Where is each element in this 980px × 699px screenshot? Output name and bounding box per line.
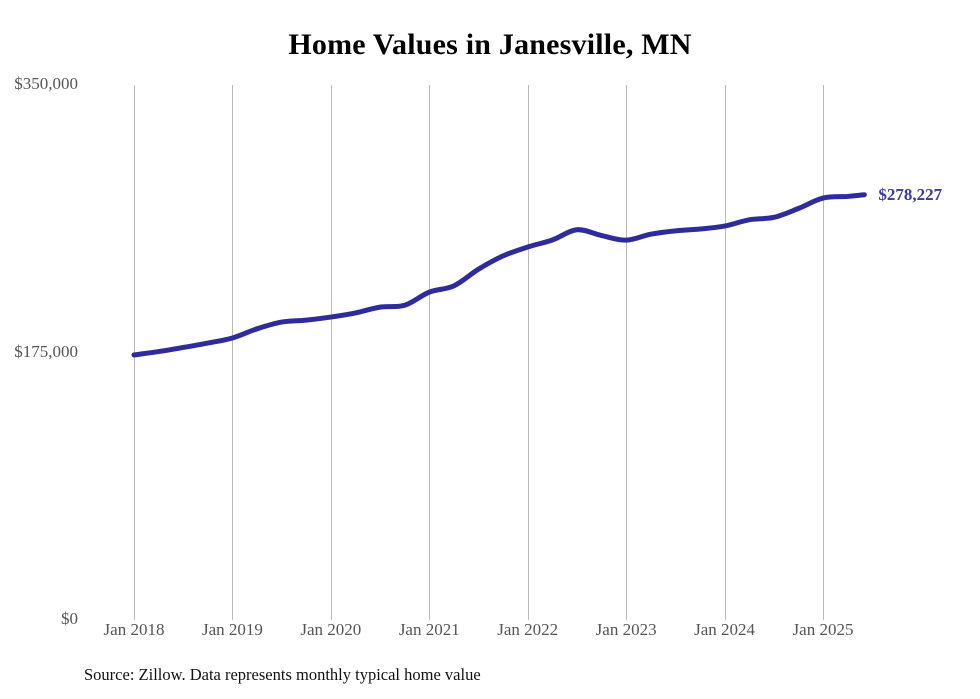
x-tick-label: Jan 2021 (398, 620, 460, 639)
end-value-label: $278,227 (878, 184, 943, 204)
gridlines (134, 85, 824, 620)
x-tick-label: Jan 2025 (792, 620, 854, 639)
source-note: Source: Zillow. Data represents monthly … (84, 665, 481, 684)
x-tick-label: Jan 2019 (201, 620, 263, 639)
x-tick-label: Jan 2018 (103, 620, 165, 639)
y-tick-label: $0 (61, 609, 78, 628)
series-line-0 (131, 192, 867, 358)
x-tick-label: Jan 2023 (595, 620, 657, 639)
chart-title: Home Values in Janesville, MN (288, 28, 692, 61)
series-group (131, 192, 867, 358)
y-tick-label: $175,000 (14, 341, 78, 361)
x-tick-label: Jan 2022 (497, 620, 559, 639)
y-tick-label: $350,000 (14, 74, 78, 93)
x-tick-label: Jan 2020 (300, 620, 362, 639)
x-tick-label: Jan 2024 (694, 620, 756, 639)
